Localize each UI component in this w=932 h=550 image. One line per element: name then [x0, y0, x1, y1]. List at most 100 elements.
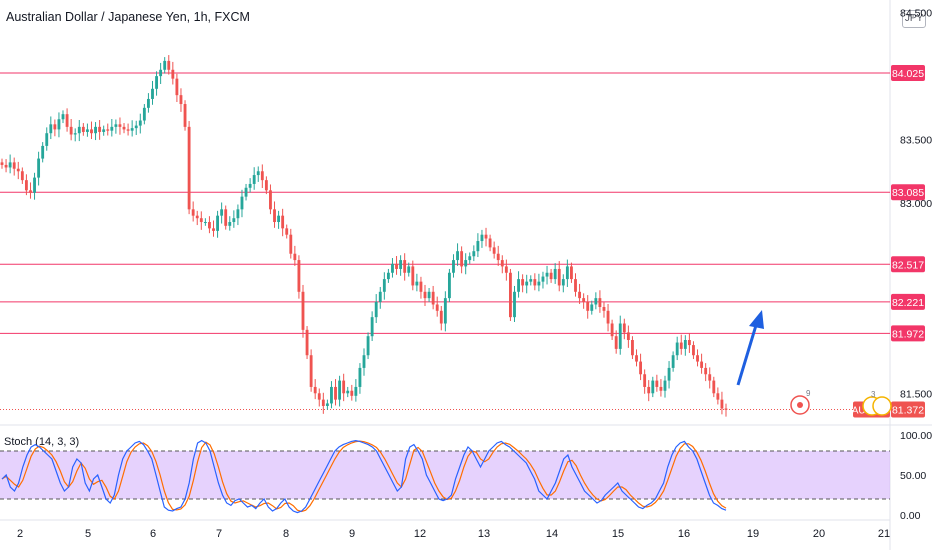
candle-body — [102, 129, 106, 132]
candle-body — [472, 251, 476, 257]
candle-body — [362, 355, 366, 368]
candle-body — [399, 260, 403, 269]
candle-body — [37, 158, 41, 178]
time-tick-label: 7 — [216, 528, 222, 540]
candle-body — [244, 187, 248, 197]
candle-body — [509, 272, 512, 318]
candle-body — [435, 304, 439, 311]
candle-body — [586, 301, 590, 311]
candle-body — [325, 403, 329, 406]
candle-body — [419, 281, 423, 292]
candle-body — [338, 380, 342, 400]
candle-body — [655, 380, 659, 387]
candle-body — [549, 272, 553, 280]
candle-body — [545, 272, 549, 277]
candle-body — [415, 281, 419, 286]
candle-body — [350, 390, 354, 396]
stoch-tick-label: 0.00 — [900, 510, 921, 522]
candle-body — [285, 228, 289, 235]
candle-body — [342, 380, 346, 394]
time-tick-label: 21 — [878, 528, 890, 540]
stoch-d-line — [1, 440, 727, 513]
candle-body — [212, 228, 215, 231]
time-tick-label: 20 — [813, 528, 825, 540]
candle-body — [126, 129, 130, 131]
candle-body — [73, 133, 77, 135]
candle-body — [513, 291, 516, 318]
candle-body — [159, 69, 163, 77]
candle-body — [220, 209, 224, 216]
candle-body — [122, 126, 126, 130]
candle-body — [0, 162, 4, 165]
candle-body — [199, 218, 203, 223]
candle-body — [504, 266, 508, 273]
candle-body — [553, 268, 557, 280]
candle-body — [77, 126, 81, 134]
candle-body — [240, 196, 244, 210]
time-tick-label: 5 — [85, 528, 91, 540]
candle-body — [525, 281, 529, 286]
event-count: 3 — [871, 390, 876, 399]
candle-body — [496, 253, 500, 261]
candle-body — [578, 291, 581, 299]
candle-body — [293, 253, 297, 261]
candle-body — [521, 279, 525, 286]
candle-body — [570, 266, 573, 280]
candle-body — [24, 180, 28, 191]
stochastic-lines — [1, 439, 727, 514]
candle-body — [533, 279, 537, 286]
stoch-band — [0, 450, 890, 500]
candle-body — [98, 126, 102, 132]
candle-body — [484, 234, 488, 239]
candle-body — [45, 133, 49, 146]
candle-body — [187, 126, 191, 210]
candle-body — [386, 272, 390, 280]
candle-body — [378, 291, 382, 302]
candle-body — [130, 128, 134, 131]
candle-body — [561, 279, 565, 286]
forecast-arrow-head — [749, 310, 764, 329]
candle-body — [12, 162, 16, 169]
candle-body — [651, 380, 655, 394]
candle-body — [671, 355, 675, 368]
candle-body — [305, 329, 309, 356]
candle-body — [598, 298, 602, 308]
level-price-label: 81.972 — [892, 328, 924, 340]
candle-body — [374, 301, 378, 318]
candle-body — [317, 393, 321, 400]
candle-body — [537, 281, 541, 286]
axes: 84.500 83.500 83.000 81.500 100.00 50.00 0.00 2… — [17, 8, 932, 540]
candle-body — [61, 114, 65, 120]
candle-body — [700, 361, 704, 368]
stoch-band-fill — [0, 451, 890, 499]
level-price-label: 84.025 — [892, 68, 924, 80]
level-price-label: 82.517 — [892, 259, 924, 271]
time-tick-label: 12 — [414, 528, 426, 540]
candle-body — [203, 222, 207, 224]
time-tick-label: 2 — [17, 528, 23, 540]
current-price-tag — [891, 401, 925, 418]
candle-body — [191, 209, 195, 216]
candle-body — [464, 260, 468, 267]
candle-body — [8, 162, 12, 168]
candle-body — [626, 332, 630, 340]
candle-body — [269, 190, 272, 210]
candle-body — [65, 114, 69, 127]
candle-body — [167, 60, 171, 70]
candle-body — [594, 298, 598, 305]
candle-body — [639, 361, 643, 375]
candle-body — [696, 355, 699, 362]
candle-body — [171, 69, 175, 79]
time-tick-label: 16 — [678, 528, 690, 540]
event-group-icon — [872, 396, 892, 416]
candle-body — [57, 119, 61, 130]
time-tick-label: 19 — [747, 528, 759, 540]
candle-body — [675, 342, 679, 356]
time-tick-label: 9 — [349, 528, 355, 540]
event-dot — [797, 402, 803, 408]
currency-button[interactable]: JPY — [902, 10, 926, 28]
price-tick-label: 83.500 — [900, 135, 932, 147]
candle-body — [720, 399, 724, 409]
candle-body — [582, 298, 586, 302]
